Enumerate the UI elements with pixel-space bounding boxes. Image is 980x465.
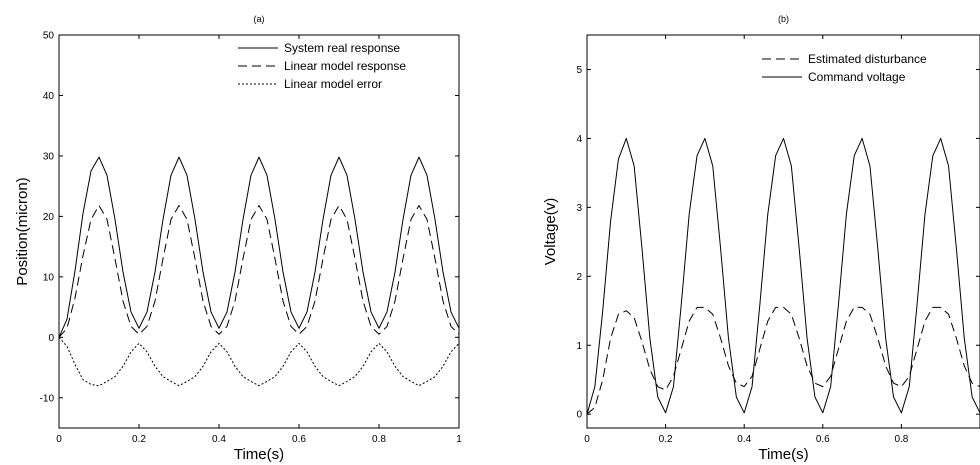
panel-b-series-command-voltage [587, 137, 980, 415]
panel-a-title: (a) [254, 14, 265, 24]
panel-b-y-tick-label: 3 [576, 203, 582, 214]
panel-b-plot-frame [586, 34, 980, 429]
panel-a-x-axis-label: Time(s) [234, 446, 284, 463]
panel-b-y-axis-label: Voltage(v) [542, 198, 559, 266]
panel-a-legend-label: Linear model response [284, 59, 406, 73]
panel-b-legend-label: Command voltage [808, 70, 906, 84]
panel-b-y-tick-label: 2 [576, 272, 582, 283]
panel-a-y-tick-label: 0 [48, 333, 54, 344]
panel-a-x-tick-label: 0.4 [212, 434, 226, 445]
panel-a-y-tick-label: 30 [43, 151, 55, 162]
panel-a-y-axis-label: Position(micron) [14, 177, 31, 285]
panel-a-x-tick-label: 0.6 [292, 434, 306, 445]
panel-b-y-tick-label: 0 [576, 410, 582, 421]
panel-a-series-linear-model-error [59, 336, 459, 387]
panel-b-x-axis-label: Time(s) [758, 446, 808, 463]
panel-a-y-tick-label: 10 [43, 272, 55, 283]
panel-b-title: (b) [778, 14, 789, 24]
panel-b-legend-label: Estimated disturbance [808, 52, 927, 66]
panel-a-series-system-real-response [59, 156, 459, 338]
panel-b-y-tick-label: 5 [576, 65, 582, 76]
panel-a-legend-label: Linear model error [284, 77, 382, 91]
panel-b-y-tick-label: 1 [576, 341, 582, 352]
panel-a-x-tick-label: 0.8 [372, 434, 386, 445]
panel-b-x-tick-label: 0.8 [894, 434, 908, 445]
panel-b-x-tick-label: 0.6 [816, 434, 830, 445]
panel-b-x-tick-label: 0.4 [737, 434, 751, 445]
panel-a-y-tick-label: 40 [43, 91, 55, 102]
panel-a-legend-label: System real response [284, 41, 400, 55]
panel-a-x-tick-label: 0.2 [132, 434, 146, 445]
panel-a-x-tick-label: 1 [456, 434, 462, 445]
panel-a-x-tick-label: 0 [56, 434, 62, 445]
panel-a-plot-frame [58, 34, 460, 429]
panel-b-x-tick-label: 0.2 [659, 434, 673, 445]
panel-b-y-tick-label: 4 [576, 134, 582, 145]
panel-a-y-tick-label: -10 [40, 393, 55, 404]
panel-a-series-linear-model-response [59, 205, 459, 338]
panel-a-y-tick-label: 20 [43, 212, 55, 223]
panel-a-y-tick-label: 50 [43, 31, 55, 42]
panel-b-series-estimated-disturbance [587, 306, 980, 415]
panel-b-x-tick-label: 0 [584, 434, 590, 445]
